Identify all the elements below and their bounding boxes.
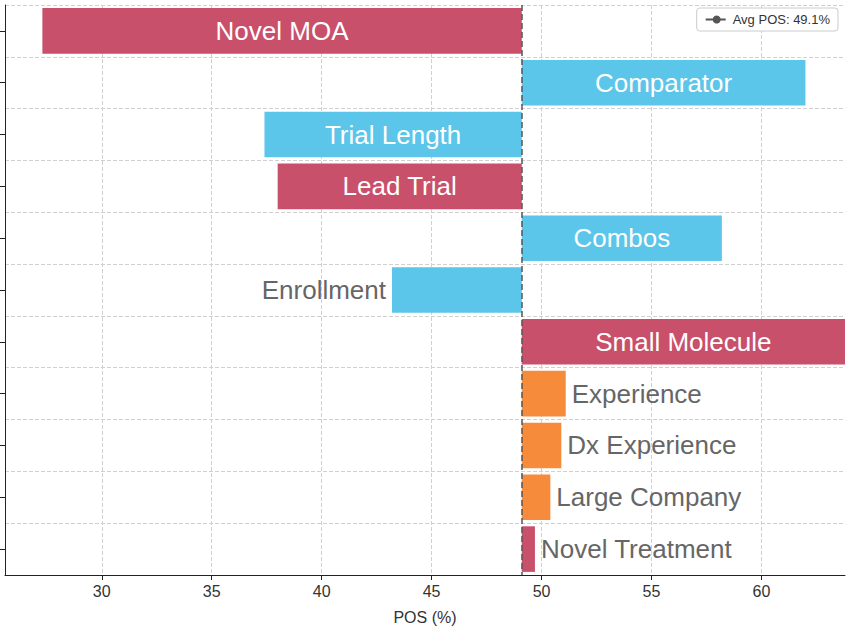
svg-text:50: 50 xyxy=(533,583,551,600)
svg-text:Combos: Combos xyxy=(573,223,670,253)
svg-text:Novel MOA: Novel MOA xyxy=(216,16,350,46)
svg-text:35: 35 xyxy=(203,583,221,600)
svg-text:Enrollment: Enrollment xyxy=(262,275,387,305)
svg-text:55: 55 xyxy=(643,583,661,600)
svg-text:Lead Trial: Lead Trial xyxy=(343,171,457,201)
svg-text:Experience: Experience xyxy=(572,379,702,409)
svg-text:60: 60 xyxy=(753,583,771,600)
svg-text:45: 45 xyxy=(423,583,441,600)
svg-text:40: 40 xyxy=(313,583,331,600)
svg-text:Trial Length: Trial Length xyxy=(325,120,461,150)
svg-text:Novel Treatment: Novel Treatment xyxy=(541,534,733,564)
svg-text:Large Company: Large Company xyxy=(556,482,741,512)
svg-text:POS (%): POS (%) xyxy=(393,609,456,626)
svg-text:Comparator: Comparator xyxy=(595,68,733,98)
svg-text:Avg POS: 49.1%: Avg POS: 49.1% xyxy=(733,12,831,27)
svg-text:Dx Experience: Dx Experience xyxy=(567,430,736,460)
svg-text:30: 30 xyxy=(93,583,111,600)
svg-text:Small Molecule: Small Molecule xyxy=(595,327,771,357)
